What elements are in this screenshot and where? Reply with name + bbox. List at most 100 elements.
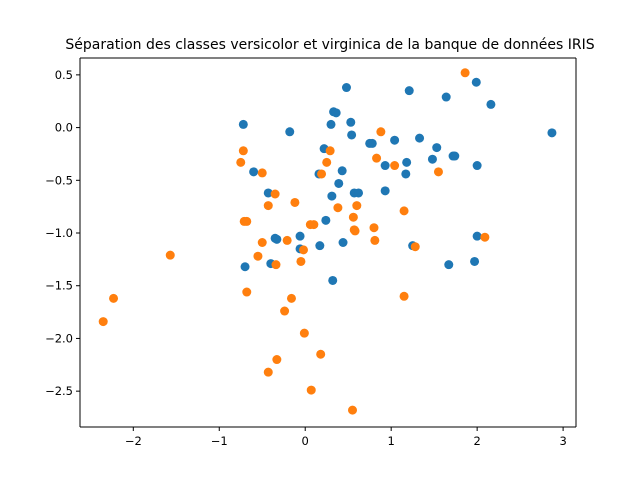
plot-area: [80, 58, 576, 427]
series-1-point-33: [401, 169, 411, 179]
series-1-point-46: [472, 231, 482, 241]
x-tick-label: −2: [125, 434, 142, 448]
series-2-point-46: [460, 68, 470, 78]
series-1-point-26: [354, 188, 364, 198]
series-2-point-4: [236, 157, 246, 167]
series-2-point-39: [372, 153, 382, 163]
series-2-point-22: [299, 245, 308, 255]
series-1-point-3: [263, 188, 273, 198]
series-2-point-19: [286, 293, 296, 303]
series-2-point-40: [376, 127, 386, 137]
series-2-point-27: [316, 349, 326, 359]
series-2-point-38: [370, 235, 380, 245]
series-1-point-34: [402, 157, 412, 167]
series-2-point-14: [270, 189, 280, 199]
series-2-point-16: [272, 355, 282, 365]
series-1-point-39: [432, 143, 442, 153]
series-2-point-43: [399, 291, 409, 301]
series-2-point-32: [348, 212, 358, 222]
series-2-point-15: [271, 260, 281, 270]
series-2-point-37: [369, 223, 379, 233]
series-1-point-38: [427, 154, 437, 164]
series-1-point-22: [341, 83, 351, 93]
series-1-point-40: [441, 92, 451, 102]
series-1-point-12: [315, 241, 325, 251]
series-1-point-31: [380, 186, 390, 196]
series-1-point-14: [321, 215, 331, 225]
series-2-point-26: [306, 385, 316, 395]
series-1-point-9: [295, 231, 305, 241]
series-1-point-27: [328, 275, 338, 285]
series-1-point-32: [390, 135, 400, 145]
series-2-point-10: [257, 168, 267, 178]
series-1-point-19: [334, 178, 344, 188]
series-2-point-11: [257, 238, 267, 247]
x-tick-label: 2: [473, 434, 480, 448]
series-2-point-7: [242, 216, 252, 226]
series-1-point-23: [346, 117, 356, 127]
chart-title: Séparation des classes versicolor et vir…: [65, 37, 594, 53]
series-1-point-43: [450, 151, 460, 161]
x-tick-label: −1: [211, 434, 228, 448]
series-2-point-41: [390, 161, 400, 171]
series-2-point-3: [165, 250, 175, 260]
x-tick-label: 0: [302, 434, 309, 448]
series-2-point-20: [290, 197, 300, 207]
x-tick-label: 1: [388, 434, 395, 448]
series-2-point-47: [480, 232, 490, 242]
series-2-point-12: [263, 201, 273, 211]
series-2-point-9: [253, 251, 263, 261]
series-1-point-16: [327, 191, 337, 201]
series-2-point-36: [348, 405, 357, 415]
y-tick-label: 0.5: [55, 68, 73, 82]
series-2-point-5: [238, 146, 248, 156]
x-tick-label: 3: [559, 434, 566, 448]
series-1-point-21: [338, 238, 348, 247]
series-2-point-28: [317, 169, 327, 179]
series-1-point-15: [326, 119, 336, 129]
series-2-point-30: [325, 146, 335, 156]
series-1-point-49: [547, 128, 557, 138]
series-2-point-17: [280, 306, 290, 316]
y-tick-label: −1.5: [45, 279, 73, 293]
series-1-point-8: [285, 127, 295, 137]
series-1-point-47: [472, 161, 482, 171]
series-2-point-8: [242, 287, 252, 297]
series-1-point-45: [471, 77, 481, 87]
series-2-point-44: [410, 242, 420, 252]
series-1-point-30: [380, 161, 390, 171]
series-1-point-2: [249, 167, 259, 177]
y-axis: −2.5 −2.0 −1.5 −1.0 −0.5 0.0 0.5: [45, 68, 80, 398]
series-1-point-24: [347, 130, 357, 140]
series-1-point-48: [486, 99, 496, 109]
series-2-point-29: [322, 157, 332, 167]
series-2-point-18: [282, 235, 292, 245]
series-2-point-31: [333, 203, 343, 213]
series-1-point-1: [238, 119, 248, 129]
series-1-point-29: [367, 138, 377, 148]
series-1-point-7: [240, 262, 250, 272]
series-1-point-20: [337, 166, 347, 176]
series-1-point-18: [331, 108, 341, 118]
y-tick-label: 0.0: [55, 121, 73, 135]
series-2-point-23: [299, 328, 309, 338]
series-2-point-1: [98, 317, 108, 327]
points-layer: [98, 68, 557, 415]
y-tick-label: −0.5: [45, 173, 73, 187]
y-tick-label: −2.0: [45, 331, 73, 345]
y-tick-label: −2.5: [45, 384, 73, 398]
y-tick-label: −1.0: [45, 226, 73, 240]
series-1-point-41: [444, 260, 454, 270]
series-2-point-2: [109, 293, 119, 303]
series-2-point-13: [263, 367, 273, 377]
series-1-point-37: [415, 133, 425, 143]
series-1-point-35: [404, 86, 414, 96]
series-2-point-34: [350, 226, 360, 236]
series-1-point-44: [470, 256, 480, 266]
series-2-point-35: [352, 201, 362, 211]
axes-frame: [79, 57, 577, 428]
series-2-point-42: [399, 206, 409, 216]
series-2-point-21: [296, 256, 306, 266]
